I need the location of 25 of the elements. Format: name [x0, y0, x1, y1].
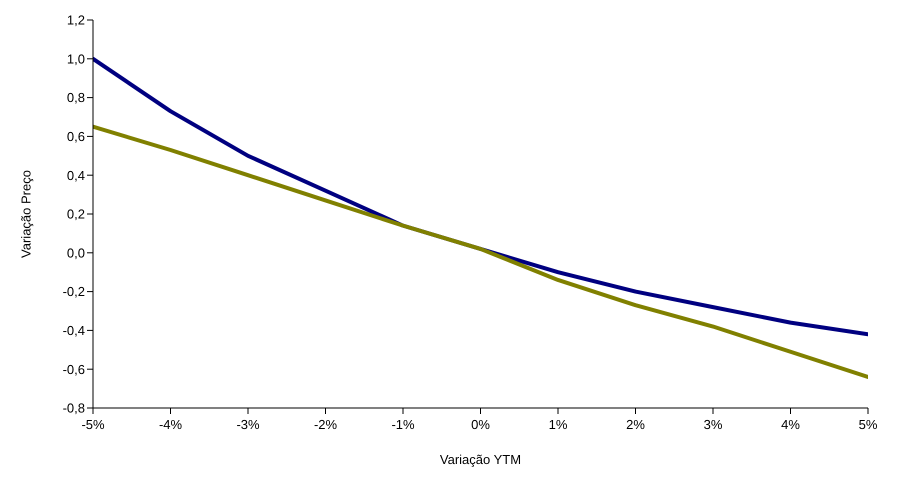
x-tick-label: 1% [548, 417, 568, 432]
y-tick-label: -0,6 [62, 362, 85, 377]
line-series [93, 124, 868, 379]
y-tick-label: 0,8 [66, 90, 85, 106]
y-tick-label: -0,8 [62, 400, 85, 416]
x-axis-title: Variação YTM [440, 452, 522, 467]
x-tick-label: -1% [391, 417, 415, 432]
x-tick-label: 0% [471, 417, 490, 432]
x-tick-label: -3% [236, 417, 260, 432]
x-tick-label: -4% [158, 417, 182, 432]
y-tick-label: 0,6 [66, 129, 85, 144]
x-tick-label: -2% [314, 417, 338, 432]
y-tick-label: -0,4 [62, 323, 85, 338]
x-tick-label: -5% [81, 417, 105, 432]
x-tick-label: 3% [704, 417, 723, 432]
x-tick-label: 5% [858, 417, 878, 432]
y-tick-label: 0,4 [66, 168, 85, 183]
y-tick-label: 0,2 [66, 206, 85, 222]
y-tick-label: 1,2 [66, 12, 85, 28]
x-tick-label: 2% [626, 417, 646, 432]
x-tick-label: 4% [781, 417, 800, 432]
y-tick-label: 1,0 [66, 51, 85, 66]
y-axis-title: Variação Preço [18, 170, 34, 258]
y-tick-label: 0,0 [66, 245, 85, 260]
y-tick-label: -0,2 [62, 284, 85, 300]
